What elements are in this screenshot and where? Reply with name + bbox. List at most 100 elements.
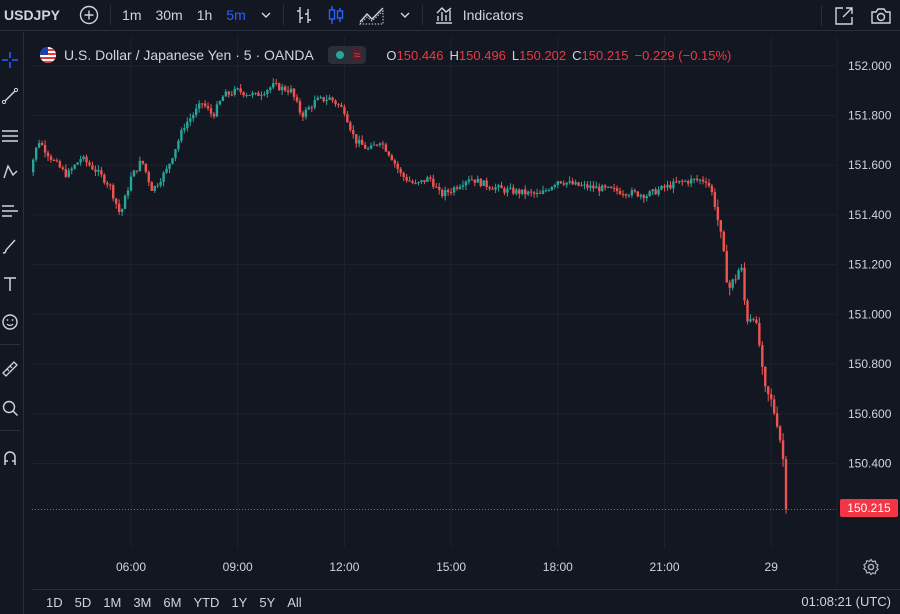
candle-body <box>521 189 524 194</box>
bar-chart-icon[interactable] <box>288 0 320 31</box>
range-5y-button[interactable]: 5Y <box>259 594 276 610</box>
candle-body <box>405 177 408 181</box>
candle-body <box>606 186 610 188</box>
magnet-icon[interactable] <box>0 446 20 470</box>
pattern-icon[interactable] <box>0 160 20 184</box>
candle-body <box>491 188 494 190</box>
indicators-button[interactable]: Indicators <box>462 7 524 23</box>
candle-body <box>500 185 503 189</box>
candle-body <box>666 184 669 188</box>
candle-body <box>580 185 583 187</box>
emoji-icon[interactable] <box>0 310 20 334</box>
y-tick-label: 151.200 <box>848 258 892 272</box>
candle-body <box>488 187 491 189</box>
chevron-down-icon[interactable] <box>392 0 418 31</box>
candle-body <box>506 188 509 193</box>
chevron-down-icon[interactable] <box>253 0 279 31</box>
y-tick-label: 152.000 <box>848 59 892 73</box>
candle-body <box>529 191 533 193</box>
candle-body <box>375 144 379 146</box>
candle-body <box>43 144 47 153</box>
candle-body <box>100 170 103 175</box>
range-ytd-button[interactable]: YTD <box>193 594 220 610</box>
candle-body <box>704 181 708 183</box>
candle-body <box>538 192 542 194</box>
candle-body <box>441 189 444 197</box>
candle-body <box>713 192 717 208</box>
candle-body <box>577 182 580 186</box>
candle-body <box>494 187 497 190</box>
market-status[interactable]: ≈ <box>327 46 367 64</box>
candle-body <box>117 203 121 212</box>
candles-icon[interactable] <box>320 0 352 31</box>
range-5d-button[interactable]: 5D <box>74 594 92 610</box>
candle-body <box>775 413 779 427</box>
trendline-icon[interactable] <box>0 84 20 108</box>
candle-body <box>752 319 755 321</box>
candle-body <box>331 97 334 101</box>
range-1d-button[interactable]: 1D <box>46 594 63 610</box>
candle-body <box>106 182 109 185</box>
interval-30m-button[interactable]: 30m <box>155 7 183 23</box>
candle-body <box>449 192 453 194</box>
candle-body <box>473 179 477 183</box>
us-flag-icon <box>40 47 56 63</box>
candle-body <box>657 189 660 195</box>
utc-clock[interactable]: 01:08:21 (UTC) <box>801 594 891 609</box>
interval-5m-button[interactable]: 5m <box>226 7 246 23</box>
range-1y-button[interactable]: 1Y <box>231 594 248 610</box>
candle-body <box>515 189 518 194</box>
candle-body <box>266 90 269 94</box>
add-symbol-icon[interactable] <box>72 0 106 31</box>
candle-body <box>224 91 228 97</box>
y-tick-label: 151.000 <box>848 307 892 321</box>
interval-1m-button[interactable]: 1m <box>122 7 142 23</box>
candle-body <box>698 179 702 181</box>
chart-area[interactable]: 152.000 151.800 151.600 151.400 151.200 151.0… <box>32 36 900 588</box>
range-3m-button[interactable]: 3M <box>133 594 152 610</box>
fib-icon[interactable] <box>0 124 20 148</box>
symbol-title[interactable]: U.S. Dollar / Japanese Yen · 5 · OANDA <box>64 47 314 63</box>
candle-body <box>639 194 642 197</box>
interval-1h-button[interactable]: 1h <box>196 7 213 23</box>
candle-body <box>144 163 148 172</box>
indicators-icon[interactable] <box>427 0 461 31</box>
candle-body <box>598 186 601 192</box>
candle-body <box>452 187 456 193</box>
candle-body <box>55 160 59 162</box>
chart-settings-icon[interactable] <box>862 558 880 581</box>
candle-body <box>88 162 91 166</box>
candle-body <box>627 195 631 197</box>
candle-body <box>221 96 225 102</box>
text-icon[interactable] <box>0 272 20 296</box>
x-tick-label: 21:00 <box>649 560 679 574</box>
forecast-icon[interactable] <box>0 198 20 222</box>
candle-body <box>46 152 50 157</box>
close-value: 150.215 <box>581 47 629 63</box>
candle-body <box>254 92 257 94</box>
ruler-icon[interactable] <box>0 357 20 381</box>
range-1m-button[interactable]: 1M <box>103 594 122 610</box>
candle-body <box>669 184 672 189</box>
candle-body <box>503 188 506 193</box>
candle-body <box>138 160 142 171</box>
zoom-icon[interactable] <box>0 396 20 420</box>
candle-body <box>304 109 308 117</box>
candle-body <box>541 190 545 194</box>
candle-body <box>283 86 287 91</box>
candle-body <box>740 267 743 271</box>
area-chart-icon[interactable] <box>352 0 392 31</box>
x-tick-label: 15:00 <box>436 560 466 574</box>
fullscreen-icon[interactable] <box>826 0 862 31</box>
range-6m-button[interactable]: 6M <box>163 594 182 610</box>
candle-body <box>381 143 385 145</box>
brush-icon[interactable] <box>0 234 20 258</box>
crosshair-icon[interactable] <box>0 48 20 72</box>
range-all-button[interactable]: All <box>287 594 302 610</box>
y-tick-label: 151.400 <box>848 208 892 222</box>
camera-icon[interactable] <box>862 0 900 31</box>
candle-body <box>372 144 376 146</box>
candle-body <box>716 207 720 221</box>
symbol-search-button[interactable]: USDJPY <box>4 7 61 23</box>
candlestick-chart[interactable]: 152.000 151.800 151.600 151.400 151.200 151.0… <box>32 36 900 588</box>
